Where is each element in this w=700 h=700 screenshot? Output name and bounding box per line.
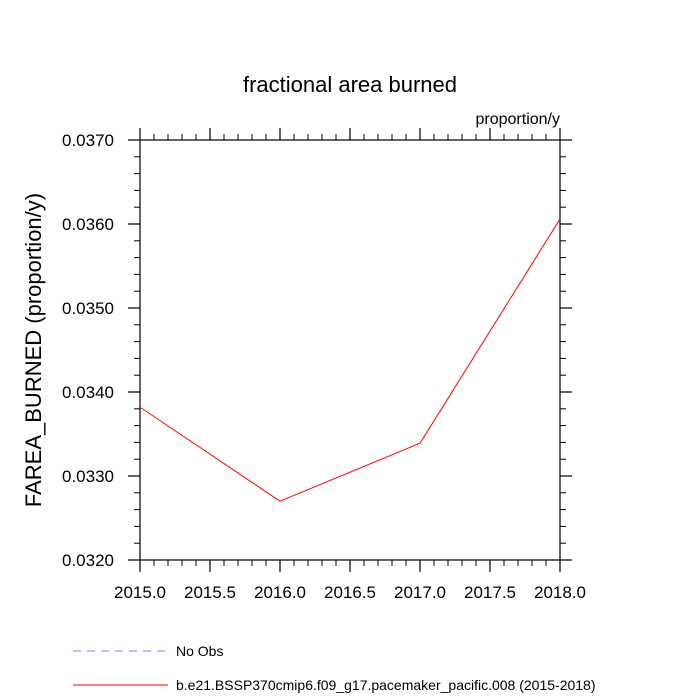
plot-frame bbox=[139, 139, 561, 561]
tick-labels: 2015.0 2015.5 2016.0 2016.5 2017.0 2017.5 2018… bbox=[62, 131, 586, 602]
y-tick-label: 0.0370 bbox=[62, 131, 114, 150]
y-tick-label: 0.0350 bbox=[62, 299, 114, 318]
x-tick-label: 2015.5 bbox=[184, 583, 236, 602]
x-tick-label: 2016.5 bbox=[324, 583, 376, 602]
series-line bbox=[139, 218, 561, 502]
series-lines bbox=[139, 218, 561, 502]
legend: No Obs b.e21.BSSP370cmip6.f09_g17.pacemak… bbox=[73, 643, 596, 693]
y-tick-label: 0.0320 bbox=[62, 551, 114, 570]
y-tick-label: 0.0340 bbox=[62, 383, 114, 402]
y-tick-label: 0.0330 bbox=[62, 467, 114, 486]
chart-title: fractional area burned bbox=[243, 72, 457, 97]
x-tick-label: 2018.0 bbox=[534, 583, 586, 602]
legend-label: No Obs bbox=[176, 643, 223, 659]
x-tick-label: 2017.0 bbox=[394, 583, 446, 602]
y-tick-label: 0.0360 bbox=[62, 215, 114, 234]
legend-label: b.e21.BSSP370cmip6.f09_g17.pacemaker_pac… bbox=[176, 677, 596, 693]
x-tick-label: 2017.5 bbox=[464, 583, 516, 602]
axis-ticks bbox=[128, 128, 572, 572]
units-label: proportion/y bbox=[476, 111, 561, 128]
x-tick-label: 2015.0 bbox=[114, 583, 166, 602]
y-axis-label: FAREA_BURNED (proportion/y) bbox=[21, 193, 46, 507]
x-tick-label: 2016.0 bbox=[254, 583, 306, 602]
